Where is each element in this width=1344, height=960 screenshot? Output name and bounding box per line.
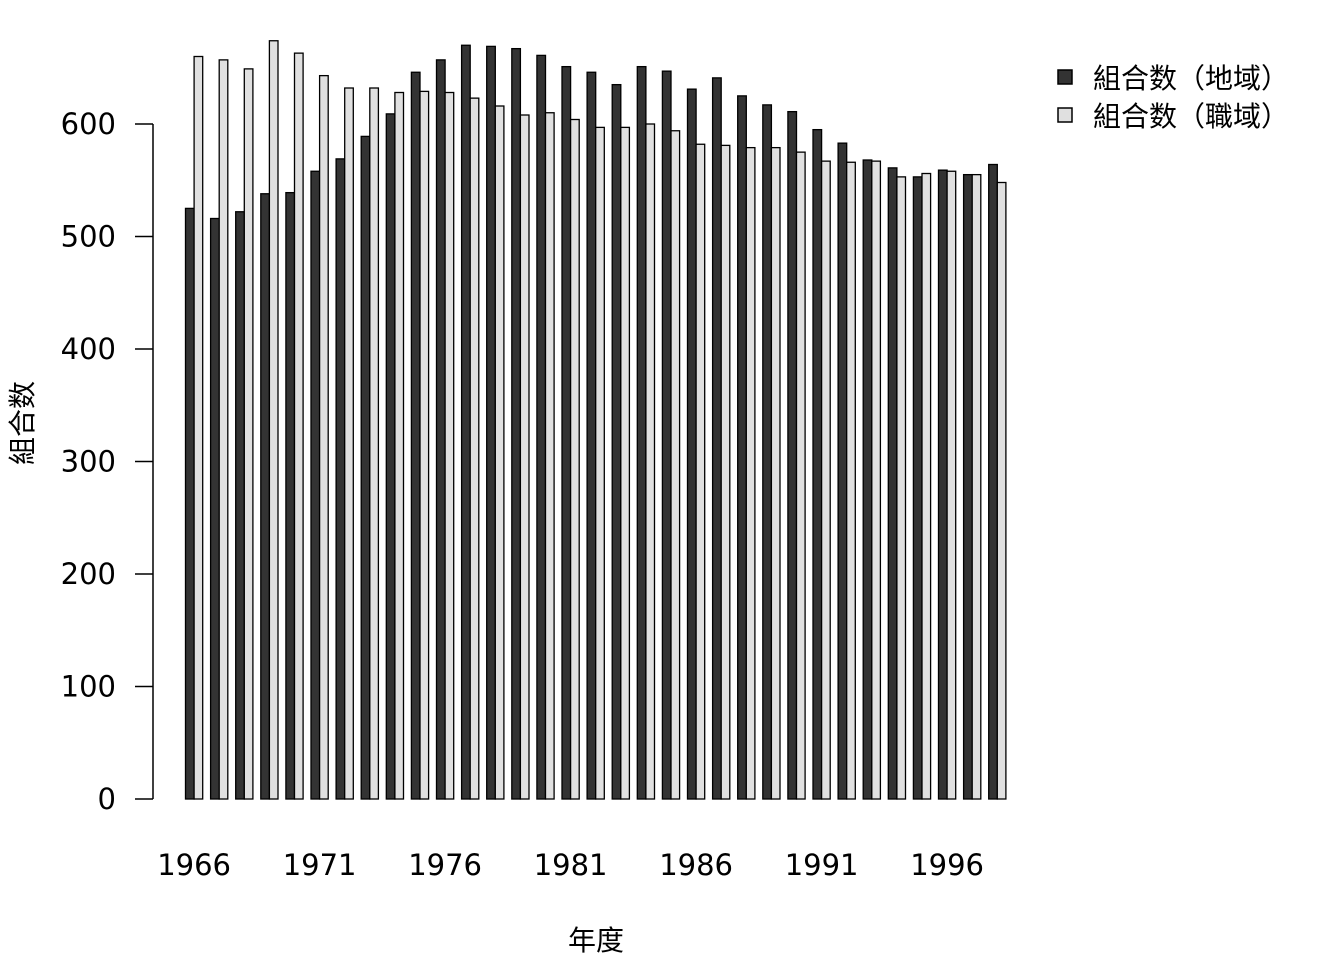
bar-shokuiki-1986 <box>695 143 706 800</box>
bar-chiiki-1995 <box>912 176 923 800</box>
bar-shokuiki-1989 <box>770 146 781 800</box>
bar-shokuiki-1991 <box>820 160 831 800</box>
y-tick-label-100: 100 <box>61 670 116 704</box>
bar-chiiki-1972 <box>335 158 346 800</box>
bar-shokuiki-1993 <box>871 160 882 800</box>
bar-chiiki-1991 <box>812 128 823 800</box>
x-tick-label-1986: 1986 <box>659 848 733 882</box>
bar-shokuiki-1988 <box>745 146 756 800</box>
x-tick-label-1976: 1976 <box>408 848 482 882</box>
x-tick-label-1991: 1991 <box>785 848 859 882</box>
legend-label-series-1: 組合数（地域） <box>1093 62 1289 95</box>
y-tick-label-500: 500 <box>61 220 116 254</box>
bar-shokuiki-1982 <box>595 126 605 800</box>
bar-shokuiki-1997 <box>971 173 982 800</box>
bar-chiiki-1992 <box>837 142 848 800</box>
bar-chiiki-1984 <box>636 65 647 800</box>
y-tick-label-200: 200 <box>61 557 116 591</box>
x-axis: 1966 1971 1976 1981 1986 1991 1996 <box>157 848 984 882</box>
y-tick-label-400: 400 <box>61 332 116 366</box>
bar-chiiki-1990 <box>787 110 798 800</box>
bar-shokuiki-1987 <box>720 144 731 800</box>
bar-chiiki-1967 <box>209 217 220 800</box>
bar-shokuiki-1981 <box>569 118 580 800</box>
x-axis-title: 年度 <box>568 924 624 957</box>
bar-chiiki-1971 <box>310 170 321 800</box>
bar-shokuiki-1976 <box>444 91 455 800</box>
bar-shokuiki-1990 <box>795 151 806 800</box>
x-tick-label-1971: 1971 <box>283 848 357 882</box>
bar-chiiki-1993 <box>862 159 873 800</box>
bar-chiiki-1973 <box>360 135 371 800</box>
y-axis: 0 100 200 300 400 500 600 <box>61 107 154 816</box>
y-axis-title: 組合数 <box>6 381 39 465</box>
legend-label-series-2: 組合数（職域） <box>1093 100 1289 133</box>
bar-shokuiki-1971 <box>318 74 329 800</box>
x-tick-label-1966: 1966 <box>157 848 231 882</box>
bar-shokuiki-1994 <box>896 176 907 800</box>
bar-chiiki-1986 <box>686 88 697 800</box>
bar-shokuiki-1977 <box>469 97 480 800</box>
bar-chiiki-1974 <box>385 113 396 800</box>
bar-chiiki-1983 <box>611 83 622 800</box>
bar-shokuiki-1973 <box>369 87 380 800</box>
bar-chiiki-1981 <box>561 65 572 800</box>
bar-chiiki-1968 <box>235 211 245 800</box>
bars-group <box>184 40 1007 800</box>
bar-shokuiki-1995 <box>921 172 932 800</box>
bar-chiiki-1994 <box>887 167 898 800</box>
bar-chiiki-1970 <box>285 191 296 800</box>
bar-chiiki-1987 <box>711 77 722 800</box>
bar-shokuiki-1980 <box>544 112 555 800</box>
bar-shokuiki-1996 <box>946 170 957 800</box>
bar-shokuiki-1968 <box>243 68 254 800</box>
legend-swatch-series-1 <box>1057 69 1073 85</box>
bar-shokuiki-1978 <box>494 105 505 800</box>
bar-shokuiki-1975 <box>419 90 430 800</box>
bar-chiiki-1976 <box>435 59 446 800</box>
bar-shokuiki-1979 <box>519 114 530 800</box>
legend: 組合数（地域） 組合数（職域） <box>1057 62 1289 133</box>
x-tick-label-1996: 1996 <box>910 848 984 882</box>
bar-shokuiki-1972 <box>344 87 354 800</box>
bar-shokuiki-1998 <box>996 181 1007 800</box>
bar-shokuiki-1984 <box>645 123 656 800</box>
bar-chiiki-1988 <box>737 95 747 800</box>
bar-shokuiki-1983 <box>620 126 631 800</box>
bar-chiiki-1996 <box>937 169 948 800</box>
bar-chiiki-1997 <box>962 173 973 800</box>
bar-shokuiki-1967 <box>218 59 229 800</box>
bar-chiiki-1982 <box>586 71 597 800</box>
y-tick-label-600: 600 <box>61 107 116 141</box>
bar-chiiki-1975 <box>410 71 421 800</box>
bar-chiiki-1966 <box>184 207 195 800</box>
legend-swatch-series-2 <box>1057 107 1073 123</box>
bar-shokuiki-1985 <box>670 130 681 800</box>
bar-chiiki-1979 <box>511 47 522 800</box>
bar-chiiki-1998 <box>988 163 998 800</box>
bar-chiiki-1980 <box>536 54 547 800</box>
y-tick-label-0: 0 <box>98 782 116 816</box>
bar-chiiki-1978 <box>486 45 496 800</box>
bar-shokuiki-1966 <box>193 55 204 800</box>
bar-shokuiki-1974 <box>394 91 405 800</box>
bar-chiiki-1989 <box>762 104 773 800</box>
bar-chiiki-1977 <box>460 44 471 800</box>
y-tick-label-300: 300 <box>61 445 116 479</box>
bar-chiiki-1985 <box>661 70 672 800</box>
bar-shokuiki-1969 <box>268 40 279 800</box>
bar-chiiki-1969 <box>260 193 271 800</box>
x-tick-label-1981: 1981 <box>534 848 608 882</box>
bar-shokuiki-1970 <box>293 52 304 800</box>
bar-shokuiki-1992 <box>846 161 856 800</box>
